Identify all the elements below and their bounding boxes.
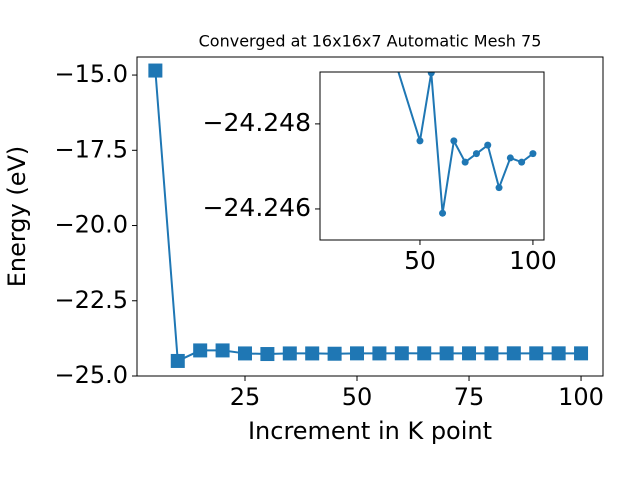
x-tick-label: 100 [509,246,557,275]
marker [529,150,537,158]
y-tick-label: −24.248 [203,108,311,137]
y-tick-label: −20.0 [54,211,128,239]
marker [529,346,544,361]
marker [518,158,526,166]
y-tick-label: −15.0 [54,60,128,88]
marker [327,346,342,361]
marker [472,150,480,158]
plot-layer [148,63,589,368]
axes-frame [136,56,604,377]
marker [148,63,163,78]
marker [484,346,499,361]
marker [427,72,435,77]
marker [372,346,387,361]
y-tick-label: −25.0 [54,361,128,389]
marker [350,346,365,361]
marker [237,346,252,361]
marker [495,184,503,192]
y-axis-label: Energy (eV) [3,146,31,288]
marker [193,343,208,358]
y-tick-label: −24.246 [203,193,311,222]
marker [439,209,447,217]
plot-layer [396,72,537,217]
y-tick-label: −17.5 [54,135,128,163]
axes-frame [319,71,545,241]
marker [305,346,320,361]
marker [215,343,230,358]
x-tick-label: 25 [230,383,261,411]
chart-title: Converged at 16x16x7 Automatic Mesh 75 [199,32,542,51]
marker [551,346,566,361]
marker [282,346,297,361]
marker [416,137,424,145]
marker [506,346,521,361]
marker [461,158,469,166]
plot-area [320,72,544,240]
marker [506,154,514,162]
x-axis-label: Increment in K point [248,417,492,445]
marker [484,141,492,149]
x-tick-label: 75 [454,383,485,411]
x-tick-label: 50 [404,246,436,275]
marker [450,137,458,145]
marker [260,347,275,362]
marker [170,353,185,368]
marker [394,346,409,361]
marker [439,346,454,361]
marker [574,346,589,361]
x-tick-label: 100 [558,383,604,411]
marker [462,346,477,361]
y-tick-label: −22.5 [54,286,128,314]
marker [417,346,432,361]
x-tick-label: 50 [342,383,373,411]
